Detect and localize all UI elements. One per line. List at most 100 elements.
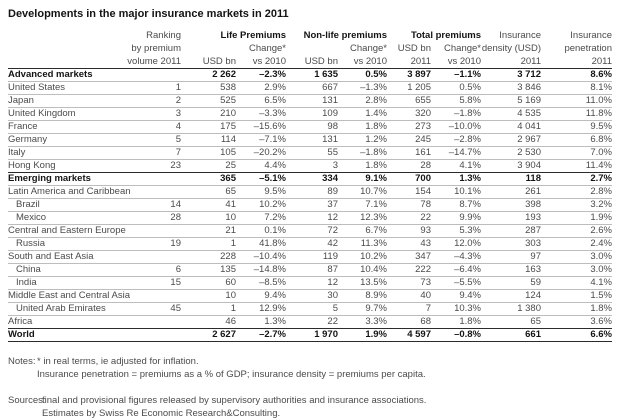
table-row: Advanced markets 2 262 –2.3% 1 635 0.5% 3 897… — [8, 68, 612, 82]
rank-cell: 2 — [175, 95, 181, 106]
value-cell: 118 — [525, 173, 541, 184]
value-cell: 9.9% — [459, 212, 481, 223]
table-header: Ranking Life Premiums Non-life premiums … — [8, 29, 612, 69]
value-cell: 124 — [525, 290, 541, 301]
rank-cell: 3 — [175, 108, 181, 119]
value-cell: 2.9% — [264, 82, 286, 93]
value-cell: –5.1% — [259, 173, 286, 184]
row-label: Latin America and Caribbean — [8, 186, 131, 197]
notes-label-spacer — [8, 368, 37, 381]
sources-label-spacer — [8, 407, 42, 420]
value-cell: 9.1% — [365, 173, 387, 184]
value-cell: 222 — [415, 264, 431, 275]
insurance-markets-table: Ranking Life Premiums Non-life premiums … — [8, 29, 612, 342]
value-cell: 538 — [220, 82, 236, 93]
value-cell: 12 — [327, 277, 338, 288]
value-cell: 5 — [332, 303, 338, 314]
rank-cell: 28 — [170, 212, 181, 223]
value-cell: 109 — [322, 108, 338, 119]
table-row: United States 1 538 2.9% 667 –1.3% 1 205 0.5% 3 … — [8, 81, 612, 95]
row-label: Hong Kong — [8, 160, 56, 171]
value-cell: 12.3% — [360, 212, 387, 223]
table-row: Africa 46 1.3% 22 3.3% 68 1.8% 65 3.6% — [8, 315, 612, 329]
value-cell: 28 — [420, 160, 431, 171]
value-cell: 60 — [225, 277, 236, 288]
value-cell: 2.6% — [590, 225, 612, 236]
header-spacer — [286, 42, 338, 55]
note-gap — [8, 381, 614, 394]
rank-cell: 6 — [175, 264, 181, 275]
value-cell: 10.4% — [360, 264, 387, 275]
value-cell: 210 — [220, 108, 236, 119]
value-cell: 10.2% — [360, 251, 387, 262]
value-cell: 10.1% — [454, 186, 481, 197]
header-density-l3: 2011 — [520, 56, 541, 67]
value-cell: 1.9% — [590, 212, 612, 223]
value-cell: 154 — [415, 186, 431, 197]
value-cell: 7.0% — [590, 147, 612, 158]
value-cell: –5.5% — [454, 277, 481, 288]
value-cell: 1.3% — [459, 173, 481, 184]
row-label: France — [8, 121, 38, 132]
value-cell: 398 — [525, 199, 541, 210]
value-cell: 667 — [322, 82, 338, 93]
table-row: Latin America and Caribbean 65 9.5% 89 10.7%… — [8, 185, 612, 199]
value-cell: 6.8% — [590, 134, 612, 145]
row-label: Russia — [16, 238, 46, 249]
row-label: Middle East and Central Asia — [8, 290, 130, 301]
value-cell: 72 — [327, 225, 338, 236]
table-row: South and East Asia 228 –10.4% 119 10.2% 347 –… — [8, 250, 612, 264]
value-cell: 40 — [420, 290, 431, 301]
row-label: Advanced markets — [8, 69, 93, 80]
value-cell: 73 — [420, 277, 431, 288]
value-cell: 3 — [332, 160, 338, 171]
rank-cell — [116, 316, 181, 329]
value-cell: 10.2% — [259, 199, 286, 210]
value-cell: 30 — [327, 290, 338, 301]
header-nonlife-change: Change* — [350, 43, 387, 54]
value-cell: 68 — [420, 316, 431, 327]
value-cell: 320 — [415, 108, 431, 119]
value-cell: 12 — [327, 212, 338, 223]
value-cell: 4.4% — [264, 160, 286, 171]
value-cell: 97 — [530, 251, 541, 262]
rank-cell: 1 — [175, 82, 181, 93]
value-cell: 8.1% — [590, 82, 612, 93]
rank-cell — [116, 329, 181, 342]
value-cell: 105 — [220, 147, 236, 158]
rank-cell: 45 — [170, 303, 181, 314]
table-row: Emerging markets 365 –5.1% 334 9.1% 700 1.3% 11… — [8, 172, 612, 186]
row-label: China — [16, 264, 41, 275]
value-cell: –2.7% — [259, 329, 286, 340]
value-cell: 1.9% — [365, 329, 387, 340]
value-cell: 3 712 — [517, 69, 541, 80]
value-cell: 655 — [415, 95, 431, 106]
rank-cell: 5 — [175, 134, 181, 145]
table-row: Italy 7 105 –20.2% 55 –1.8% 161 –14.7% 2 530 7.0% — [8, 146, 612, 160]
header-line-3: volume 2011 USD bn vs 2010 USD bn vs 201… — [8, 55, 612, 69]
header-spacer — [8, 42, 116, 55]
value-cell: 2 262 — [212, 69, 236, 80]
header-ranking-l1: Ranking — [146, 30, 181, 41]
row-label: Central and Eastern Europe — [8, 225, 126, 236]
page-title: Developments in the major insurance mark… — [8, 8, 289, 20]
source-text: Estimates by Swiss Re Economic Research&… — [42, 408, 281, 419]
value-cell: 0.5% — [365, 69, 387, 80]
value-cell: 1.8% — [365, 121, 387, 132]
value-cell: 525 — [220, 95, 236, 106]
value-cell: –1.8% — [454, 108, 481, 119]
value-cell: 12.9% — [259, 303, 286, 314]
value-cell: 9.5% — [590, 121, 612, 132]
value-cell: –14.7% — [448, 147, 481, 158]
value-cell: 9.5% — [264, 186, 286, 197]
header-group-life: Life Premiums — [220, 30, 286, 41]
value-cell: 9.4% — [264, 290, 286, 301]
header-line-2: by premium Change* Change* USD bn Change… — [8, 42, 612, 55]
value-cell: 93 — [420, 225, 431, 236]
value-cell: 42 — [327, 238, 338, 249]
header-total-2011: 2011 — [410, 56, 431, 67]
value-cell: –1.8% — [360, 147, 387, 158]
value-cell: 7 — [425, 303, 431, 314]
value-cell: 163 — [525, 264, 541, 275]
